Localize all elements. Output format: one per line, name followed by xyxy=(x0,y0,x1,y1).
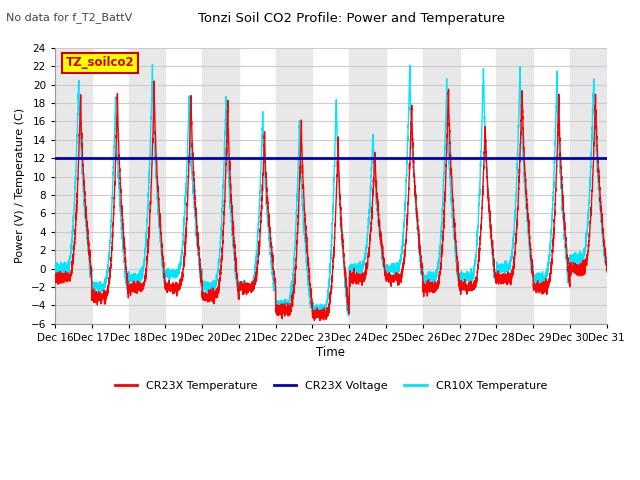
CR10X Temperature xyxy=(382,266,390,272)
CR23X Temperature xyxy=(382,270,390,276)
CR23X Temperature xyxy=(51,270,59,276)
CR10X Temperature xyxy=(51,266,59,272)
Text: TZ_soilco2: TZ_soilco2 xyxy=(66,56,134,69)
Bar xyxy=(129,48,165,324)
Text: Tonzi Soil CO2 Profile: Power and Temperature: Tonzi Soil CO2 Profile: Power and Temper… xyxy=(198,12,506,25)
CR10X Temperature xyxy=(262,190,269,195)
Bar xyxy=(497,48,533,324)
CR23X Temperature xyxy=(410,173,418,179)
X-axis label: Time: Time xyxy=(316,346,346,359)
CR23X Temperature xyxy=(463,284,470,289)
Bar xyxy=(276,48,312,324)
Bar xyxy=(570,48,607,324)
CR23X Temperature xyxy=(310,318,318,324)
CR10X Temperature xyxy=(152,150,159,156)
Y-axis label: Power (V) / Temperature (C): Power (V) / Temperature (C) xyxy=(15,108,25,264)
Text: No data for f_T2_BattV: No data for f_T2_BattV xyxy=(6,12,132,23)
Line: CR10X Temperature: CR10X Temperature xyxy=(55,65,607,318)
Bar xyxy=(202,48,239,324)
CR10X Temperature xyxy=(315,315,323,321)
CR10X Temperature xyxy=(148,62,156,68)
CR23X Temperature xyxy=(152,129,159,135)
CR10X Temperature xyxy=(603,269,611,275)
CR10X Temperature xyxy=(410,174,418,180)
CR10X Temperature xyxy=(505,263,513,269)
Line: CR23X Temperature: CR23X Temperature xyxy=(55,81,607,321)
CR10X Temperature xyxy=(463,271,470,277)
Bar xyxy=(55,48,92,324)
Bar xyxy=(423,48,460,324)
CR23X Temperature xyxy=(603,268,611,274)
Bar xyxy=(349,48,386,324)
CR23X Temperature xyxy=(150,78,158,84)
Legend: CR23X Temperature, CR23X Voltage, CR10X Temperature: CR23X Temperature, CR23X Voltage, CR10X … xyxy=(110,377,551,396)
CR23X Temperature xyxy=(505,276,513,282)
CR23X Temperature xyxy=(262,170,269,176)
